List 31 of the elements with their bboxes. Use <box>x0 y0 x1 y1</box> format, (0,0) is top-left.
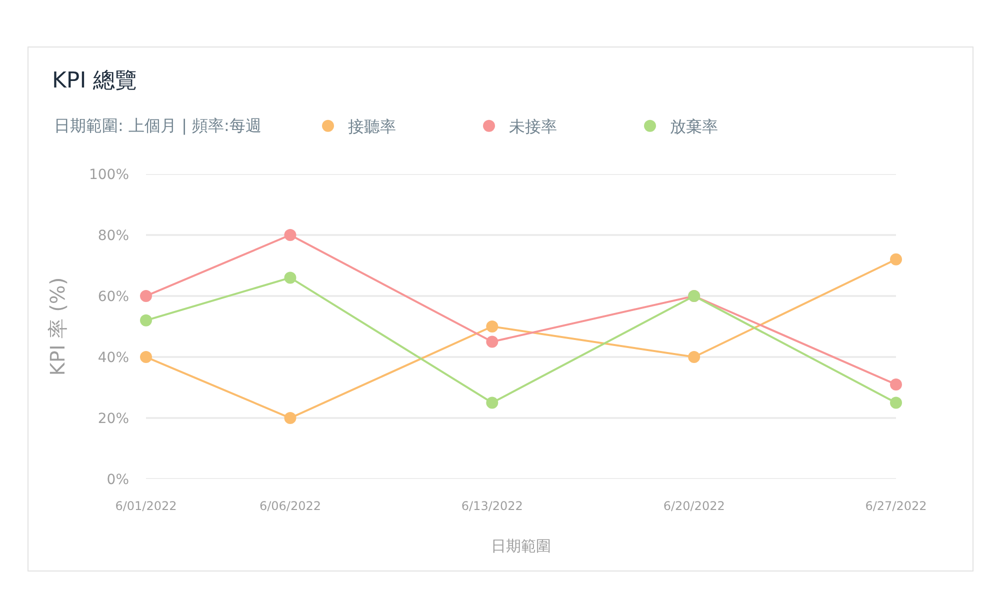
point <box>140 351 152 363</box>
y-tick-label: 80% <box>98 228 129 244</box>
chart-title: KPI 總覽 <box>52 68 138 94</box>
y-tick-label: 40% <box>98 350 129 366</box>
point <box>486 396 498 409</box>
x-axis-title: 日期範圍 <box>491 537 551 555</box>
point <box>890 378 902 390</box>
x-tick-label: 6/27/2022 <box>865 499 927 513</box>
legend-label: 接聽率 <box>348 117 396 136</box>
chart-subtitle: 日期範圍: 上個月 | 頻率:每週 <box>54 116 262 135</box>
point <box>140 290 152 302</box>
point <box>486 320 498 332</box>
y-tick-label: 0% <box>106 472 129 488</box>
legend-label: 放棄率 <box>670 117 718 136</box>
point <box>284 412 296 424</box>
point <box>890 253 902 266</box>
point <box>140 314 152 326</box>
point <box>284 272 296 284</box>
x-tick-label: 6/13/2022 <box>461 499 523 513</box>
y-tick-label: 60% <box>98 288 129 305</box>
y-tick-label: 100% <box>88 166 129 183</box>
point <box>486 336 498 348</box>
legend-label: 未接率 <box>509 117 557 136</box>
point <box>890 396 902 409</box>
point <box>284 229 296 241</box>
y-axis-title: KPI 率 (%) <box>45 277 70 376</box>
y-tick-label: 20% <box>98 410 129 427</box>
x-tick-label: 6/06/2022 <box>259 499 321 513</box>
x-tick-label: 6/20/2022 <box>663 499 725 513</box>
point <box>688 351 700 363</box>
x-tick-label: 6/01/2022 <box>115 499 177 513</box>
